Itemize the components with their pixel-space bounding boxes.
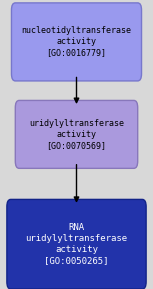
Text: nucleotidyltransferase
activity
[GO:0016779]: nucleotidyltransferase activity [GO:0016… xyxy=(22,26,131,58)
Text: uridylyltransferase
activity
[GO:0070569]: uridylyltransferase activity [GO:0070569… xyxy=(29,119,124,150)
FancyBboxPatch shape xyxy=(11,3,142,81)
Text: RNA
uridylyltransferase
activity
[GO:0050265]: RNA uridylyltransferase activity [GO:005… xyxy=(25,223,128,265)
FancyBboxPatch shape xyxy=(15,101,138,168)
FancyBboxPatch shape xyxy=(7,199,146,289)
